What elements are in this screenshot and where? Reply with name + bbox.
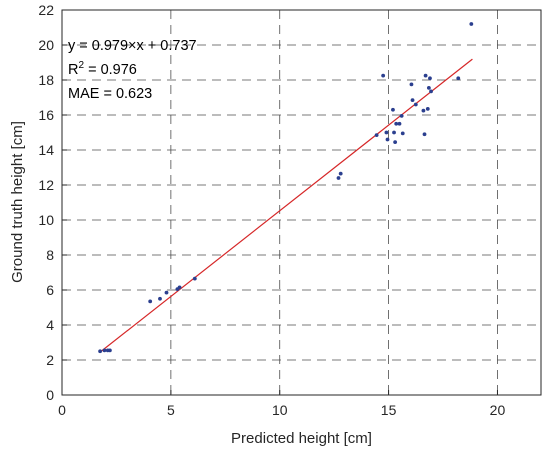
data-point [421,108,426,113]
fit-line-group [100,58,473,352]
r-squared-value: = 0.976 [84,62,137,78]
fit-line [100,58,473,352]
fit-equation-label: y = 0.979×x + 0.737 [68,38,197,54]
data-point [158,296,162,301]
plot-frame [61,9,542,396]
data-point [164,290,169,295]
data-point [409,82,414,87]
data-point [400,131,405,136]
x-tick-label: 5 [167,402,175,418]
data-point [425,106,430,111]
y-tick-label: 4 [46,317,54,333]
y-tick-label: 22 [38,2,54,18]
data-point [394,121,399,126]
x-tick-label: 15 [381,402,397,418]
data-point [338,171,343,176]
mae-label: MAE = 0.623 [68,86,152,102]
data-point [374,133,379,138]
data-point [392,130,396,135]
data-point [391,107,395,112]
x-axis-title: Predicted height [cm] [231,430,372,447]
y-tick-label: 12 [38,177,54,193]
data-point [381,73,386,78]
x-tick-label: 20 [490,402,506,418]
data-point [428,76,432,81]
y-tick-label: 18 [38,72,54,88]
data-point [397,121,402,126]
y-tick-label: 6 [46,282,54,298]
x-tick-label: 10 [272,402,288,418]
x-tick-label: 0 [58,402,66,418]
data-point [385,137,390,142]
r-squared-superscript: 2 [78,60,84,71]
data-point [429,89,433,94]
data-point [423,73,428,78]
data-point [469,22,474,26]
data-point [177,285,182,290]
data-point [384,130,389,135]
y-tick-label: 0 [46,387,54,403]
data-point [102,348,107,353]
data-point [399,113,404,118]
y-tick-label: 14 [38,142,54,158]
y-tick-label: 8 [46,247,54,263]
data-point [192,276,197,281]
data-point [393,140,398,145]
y-tick-label: 16 [38,107,54,123]
data-point [413,102,418,107]
data-point [336,176,341,180]
r-squared-base: R [68,62,78,78]
r-squared-label: R2 = 0.976 [68,60,137,78]
data-point [148,299,153,304]
y-tick-label: 20 [38,37,54,53]
grid [62,10,541,395]
data-point [108,348,112,353]
data-point [98,349,103,354]
data-point [426,85,431,90]
data-point [422,132,427,137]
y-tick-label: 2 [46,352,54,368]
data-point [410,98,415,103]
data-points [98,22,474,354]
data-point [456,76,461,81]
y-tick-label: 10 [38,212,54,228]
y-axis-title: Ground truth height [cm] [9,121,26,283]
axis-ticks: 0 5 10 15 20 0 2 4 6 8 10 12 14 16 18 20 22 [38,2,505,418]
